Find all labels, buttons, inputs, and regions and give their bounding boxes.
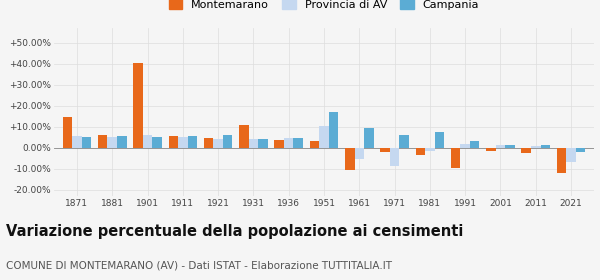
Bar [486,148,496,151]
Bar [425,148,434,151]
Bar [576,148,586,152]
Bar [496,144,505,148]
Bar [188,136,197,148]
Bar [293,138,303,148]
Bar [531,146,541,148]
Bar [319,126,329,148]
Bar [248,139,258,148]
Bar [239,125,248,148]
Bar [400,135,409,148]
Bar [390,148,400,165]
Bar [416,148,425,155]
Bar [364,128,374,148]
Bar [214,139,223,148]
Bar [82,137,91,148]
Bar [380,148,390,152]
Text: Variazione percentuale della popolazione ai censimenti: Variazione percentuale della popolazione… [6,224,463,239]
Bar [505,144,515,148]
Bar [434,132,444,148]
Bar [451,148,460,168]
Bar [117,136,127,148]
Bar [310,141,319,148]
Bar [541,144,550,148]
Bar [143,135,152,148]
Bar [329,112,338,148]
Bar [133,63,143,148]
Bar [258,139,268,148]
Bar [460,143,470,148]
Bar [204,138,214,148]
Bar [274,140,284,148]
Bar [345,148,355,170]
Bar [72,136,82,148]
Bar [62,117,72,148]
Bar [355,148,364,159]
Bar [566,148,576,162]
Text: COMUNE DI MONTEMARANO (AV) - Dati ISTAT - Elaborazione TUTTITALIA.IT: COMUNE DI MONTEMARANO (AV) - Dati ISTAT … [6,260,392,270]
Bar [223,135,232,148]
Bar [284,138,293,148]
Bar [169,136,178,148]
Bar [470,141,479,148]
Bar [557,148,566,173]
Legend: Montemarano, Provincia di AV, Campania: Montemarano, Provincia di AV, Campania [167,0,481,12]
Bar [521,148,531,153]
Bar [107,137,117,148]
Bar [178,137,188,148]
Bar [152,137,162,148]
Bar [98,135,107,148]
